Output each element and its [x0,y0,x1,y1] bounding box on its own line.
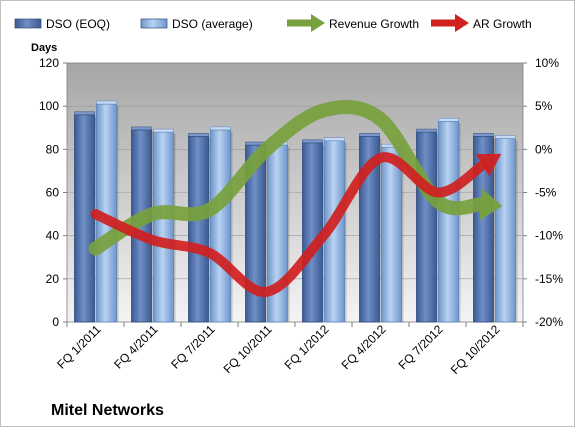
legend: DSO (EOQ) DSO (average) Revenue Growth AR G… [14,14,532,32]
y-tick-label: 20 [46,272,60,286]
y2-tick-label: 10% [535,56,559,70]
legend-swatch [14,18,42,29]
x-axis: FQ 1/2011 FQ 4/2011 FQ 7/2011 FQ 10/2011 FQ … [54,322,524,377]
company-name: Mitel Networks [51,402,164,419]
bar-dso-eoq [302,142,323,323]
y-axis-title: Days [31,42,57,54]
bar-dso-average [210,129,231,323]
x-tick-label: FQ 4/2011 [111,322,161,372]
x-tick-label: FQ 1/2012 [282,322,332,372]
line-ar-growth [90,152,488,297]
bar-top [188,133,209,137]
y2-tick-label: -20% [535,315,563,329]
bar-top [302,139,323,144]
y-tick-label: 0 [52,315,59,329]
lines-layer [88,100,503,297]
y-tick-label: 100 [39,99,59,113]
bars-layer [74,100,518,323]
legend-arrowhead [455,14,469,32]
legend-label: AR Growth [473,17,532,31]
y2-tick-label: -10% [535,229,563,243]
arrowhead-revenue-growth [479,188,503,221]
bar-top [153,128,174,133]
legend-swatch [140,18,168,29]
y2-tick-label: -15% [535,272,563,286]
bar-dso-average [381,146,402,323]
y-axis-left: 0 20 40 60 80 100 120 [39,56,67,329]
x-tick-label: FQ 10/2012 [448,322,503,377]
bar-dso-eoq [416,131,437,323]
y-tick-label: 80 [46,142,60,156]
x-tick-label: FQ 7/2011 [168,322,218,372]
bar-top [210,126,231,131]
bar-dso-average [438,120,459,323]
y2-tick-label: -5% [535,186,557,200]
y-tick-label: 120 [39,56,59,70]
bar-top [473,133,494,137]
bar-dso-average [153,131,174,323]
bar-dso-eoq [188,135,209,323]
x-tick-label: FQ 10/2011 [221,322,275,376]
y2-tick-label: 5% [535,99,553,113]
y-axis-right: -20% -15% -10% -5% 0% 5% 10% [523,56,563,329]
bar-top [131,126,152,131]
legend-arrowhead [311,14,325,32]
y-tick-label: 60 [46,186,60,200]
bar-top [96,100,117,105]
x-tick-label: FQ 1/2011 [54,322,104,372]
arrowhead-ar-growth [475,153,502,177]
bar-top [324,137,345,141]
bar-top [416,128,437,133]
legend-label: Revenue Growth [329,17,419,31]
legend-label: DSO (EOQ) [46,17,110,31]
bar-top [74,111,95,116]
y2-tick-label: 0% [535,142,553,156]
x-tick-label: FQ 4/2012 [339,322,389,372]
x-tick-label: FQ 7/2012 [396,322,446,372]
y-tick-label: 40 [46,229,60,243]
bar-top [495,135,516,139]
legend-label: DSO (average) [172,17,253,31]
bar-top [359,133,380,137]
bar-top [438,118,459,122]
bar-dso-eoq [74,114,95,323]
bar-dso-average [495,138,516,323]
